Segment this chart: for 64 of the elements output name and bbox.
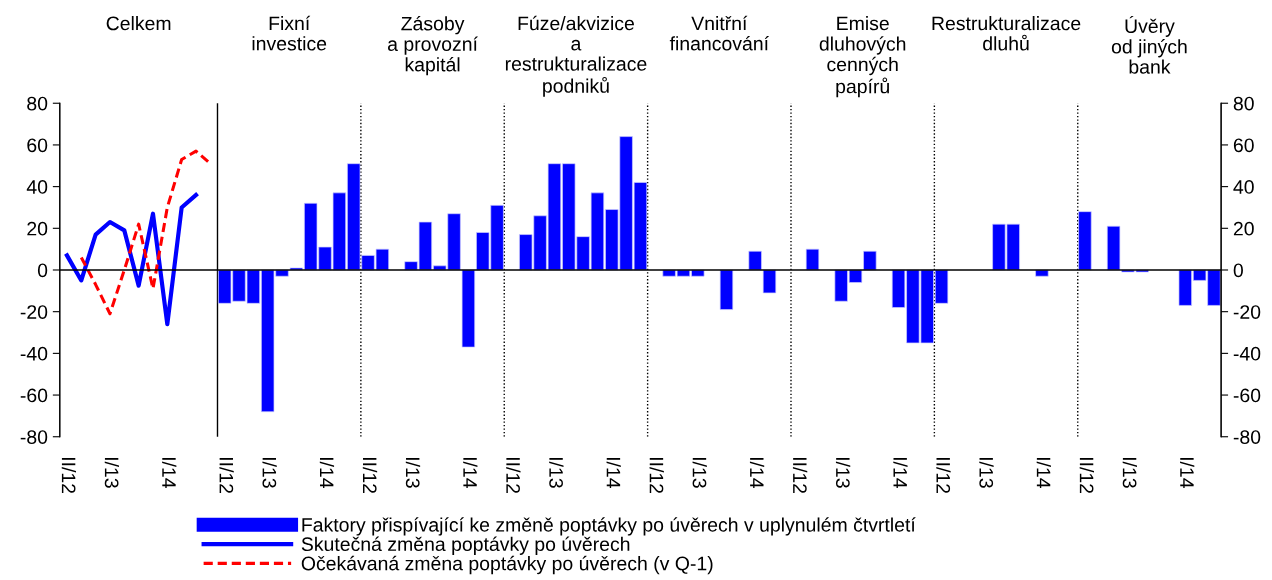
x-tick-label: I/14 (1036, 457, 1051, 489)
bar (762, 269, 777, 294)
text: Fixní investice (252, 15, 327, 51)
legend-label: Očekávaná změna poptávky po úvěrech (v Q-1) (301, 555, 713, 575)
text: Restrukturalizace dluhů (932, 16, 1081, 51)
bar (461, 269, 476, 348)
x-tick-label: I/14 (319, 457, 335, 489)
legend-label: Faktory přispívající ke změně poptávky po úvěrech v uplynulém čtvrtletí (302, 517, 916, 536)
y-tick-label: 60 (27, 138, 48, 153)
x-tick-label: II/12 (61, 457, 77, 494)
y-tick-label: 20 (27, 221, 48, 236)
x-tick-label: I/13 (405, 457, 421, 488)
text: Zásoby a provozní kapitál (387, 16, 478, 76)
y-tick-label: 80 (27, 96, 48, 111)
x-tick-label: I/13 (262, 457, 277, 488)
y2-tick-label: -20 (1233, 305, 1261, 319)
x-tick-label: I/14 (893, 457, 908, 489)
text: Celkem (106, 16, 171, 31)
y2-tick-label: -40 (1233, 346, 1261, 361)
x-tick-label: I/14 (1180, 457, 1195, 489)
y2-tick-label: 60 (1233, 138, 1254, 153)
y-tick-label: -40 (20, 346, 48, 361)
y-tick-label: -60 (20, 388, 48, 403)
x-tick-label: II/12 (1079, 457, 1094, 494)
text: Úvěry od jiných bank (1111, 16, 1187, 74)
x-tick-label: II/12 (362, 457, 378, 494)
bar (1106, 225, 1121, 271)
y2-tick-label: -80 (1233, 430, 1261, 444)
x-tick-label: I/13 (1122, 457, 1137, 488)
x-tick-label: I/14 (463, 457, 478, 489)
x-tick-label: II/12 (936, 457, 951, 494)
x-tick-label: II/12 (506, 457, 521, 494)
y-tick-label: 0 (37, 263, 48, 278)
x-tick-label: I/13 (835, 457, 851, 488)
legend-label: Skutečná změna poptávky po úvěrech (301, 536, 630, 555)
bar (863, 250, 877, 271)
x-tick-label: I/14 (606, 457, 621, 489)
x-tick-label: I/13 (104, 457, 120, 488)
bar (1078, 211, 1092, 271)
y2-tick-label: 40 (1233, 180, 1254, 194)
bar (719, 269, 734, 310)
text: Fúze/akvizice a restrukturalizace podniků (505, 15, 647, 97)
y2-tick-label: 0 (1233, 263, 1243, 278)
text: Emise dluhových cenných papírů (819, 16, 906, 98)
y2-tick-label: 20 (1233, 221, 1254, 236)
x-tick-label: I/13 (979, 457, 994, 488)
x-tick-label: I/14 (162, 457, 177, 489)
bar (1035, 269, 1049, 277)
x-tick-label: I/13 (549, 457, 564, 488)
y2-tick-label: -60 (1233, 388, 1261, 403)
y-tick-label: 40 (26, 180, 48, 194)
x-tick-label: II/12 (219, 457, 234, 494)
y2-tick-label: 80 (1233, 96, 1254, 111)
x-tick-label: I/14 (749, 457, 765, 489)
text: Vnitřní financování (669, 15, 769, 51)
bar (805, 248, 820, 271)
y-tick-label: -80 (20, 430, 48, 444)
x-tick-label: I/13 (692, 457, 707, 488)
line-series (64, 192, 199, 327)
bar (748, 250, 762, 271)
y-tick-label: -20 (20, 305, 48, 319)
line-series (79, 149, 212, 316)
x-tick-label: II/12 (792, 457, 808, 494)
x-tick-label: II/12 (649, 457, 664, 494)
